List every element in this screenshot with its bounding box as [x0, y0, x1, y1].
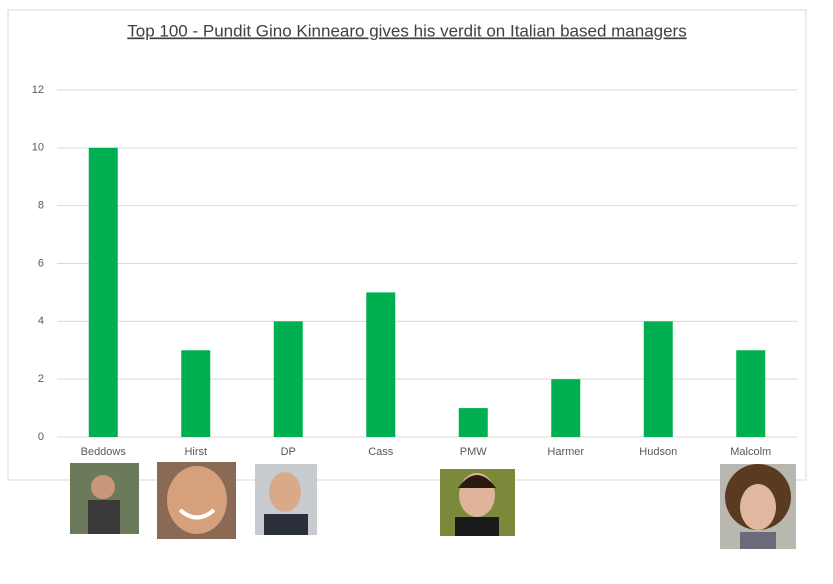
photo [440, 469, 515, 536]
chart-title: Top 100 - Pundit Gino Kinnearo gives his… [127, 21, 686, 40]
chart-frame [7, 9, 807, 481]
bar [643, 321, 673, 437]
x-tick-label: PMW [460, 446, 488, 458]
bar [458, 408, 488, 437]
bar [551, 379, 581, 437]
bar [181, 350, 211, 437]
y-tick-label: 12 [32, 84, 44, 96]
photo [720, 464, 796, 549]
x-tick-label: Malcolm [730, 446, 771, 458]
bar [366, 292, 396, 437]
x-tick-label: Cass [368, 446, 394, 458]
x-tick-label: Harmer [547, 446, 584, 458]
x-tick-label: DP [281, 446, 296, 458]
photo [157, 462, 236, 539]
y-tick-label: 4 [38, 315, 44, 327]
y-tick-label: 2 [38, 373, 44, 385]
photo [255, 464, 317, 535]
y-tick-label: 8 [38, 200, 44, 212]
x-tick-label: Beddows [81, 446, 127, 458]
bar [736, 350, 766, 437]
y-tick-label: 10 [32, 142, 44, 154]
x-tick-label: Hudson [639, 446, 677, 458]
x-tick-label: Hirst [184, 446, 207, 458]
y-tick-label: 0 [38, 431, 44, 443]
bar [88, 147, 118, 438]
photo [70, 463, 139, 534]
bar [273, 321, 303, 437]
y-tick-label: 6 [38, 257, 44, 269]
